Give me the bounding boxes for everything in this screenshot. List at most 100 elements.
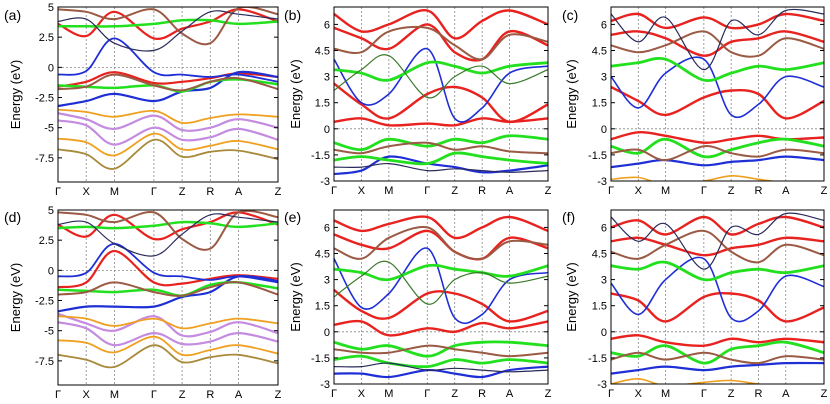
y-tick-label: 4.5 [592,249,607,261]
k-point-label: Γ [331,185,337,197]
panel-a: 5 2.5 0 -2.5 -5 -7.5 Γ X M Γ Z R A Z Energy (eV) (a) [4,2,282,198]
k-point-label: X [635,388,643,400]
y-tick-label: 2.5 [39,235,54,247]
k-point-label: R [754,185,762,197]
k-point-label: Z [451,185,458,197]
k-point-label: Z [728,185,735,197]
k-point-label: Z [545,388,552,400]
y-tick-label: 6 [601,222,607,234]
band-line-red [58,249,278,289]
k-point-label: Γ [55,186,61,198]
band-line-blue [611,256,824,323]
band-line-violet [58,112,278,132]
y-tick-label: 1.5 [592,98,607,110]
band-line-olive [58,138,278,170]
k-point-label: Z [728,388,735,400]
y-tick-label: 0 [601,124,607,136]
plot-frame [610,6,825,182]
band-group [334,215,548,379]
band-line-navy [58,10,278,52]
y-tick-label: 4.5 [592,46,607,58]
band-line-navy [611,8,824,71]
band-line-blue [58,274,278,313]
band-line-violet [58,321,278,347]
k-point-label: Z [821,388,828,400]
y-tick-label: 4.5 [315,249,330,261]
band-line-green [334,354,548,369]
band-line-red [611,30,824,57]
band-line-violet [58,119,278,146]
k-point-label: Γ [424,388,430,400]
band-line-green [334,151,548,166]
k-point-label: Γ [151,389,157,401]
band-line-olive [58,344,278,369]
k-point-label: X [358,388,366,400]
y-axis-label: Energy (eV) [288,262,303,331]
band-group [334,9,548,176]
k-point-label: A [235,389,243,401]
band-group [58,7,278,170]
band-line-violet [58,312,278,338]
k-point-label: Z [545,185,552,197]
panel-label: (c) [562,7,578,23]
band-line-navy [334,162,548,173]
y-tick-label: 3 [601,275,607,287]
band-line-red [334,82,548,124]
k-point-label: M [661,185,670,197]
k-point-label: A [782,388,790,400]
k-point-label: Z [179,186,186,198]
k-point-label: M [384,388,393,400]
band-line-red [58,211,278,241]
y-tick-label: -3 [597,379,607,391]
band-line-orange [58,335,278,357]
y-tick-label: 0 [601,327,607,339]
k-point-label: M [384,185,393,197]
k-point-label: R [478,185,486,197]
panel-label: (f) [562,209,575,225]
band-line-blue [334,155,548,176]
y-tick-label: -3 [320,176,330,188]
k-point-label: Γ [701,185,707,197]
band-line-brown [334,344,548,358]
band-line-red [334,117,548,127]
y-axis-label: Energy (eV) [564,59,579,128]
k-point-label: R [206,389,214,401]
y-tick-label: 6 [324,19,330,31]
k-point-label: Γ [608,388,614,400]
y-tick-label: 3 [324,275,330,287]
y-tick-label: -5 [44,123,54,135]
band-line-olive [334,260,548,305]
k-point-label: Γ [701,388,707,400]
plot-frame [333,6,549,182]
y-tick-label: 1.5 [592,301,607,313]
y-tick-label: 0 [48,62,54,74]
k-point-label: X [83,389,91,401]
band-line-brown [58,73,278,92]
band-line-blue [58,70,278,108]
band-line-brown [58,210,278,251]
y-tick-label: 3 [601,72,607,84]
y-tick-label: 1.5 [315,98,330,110]
band-line-red [334,23,548,62]
band-line-brown [611,30,824,58]
y-axis-label: Energy (eV) [564,262,579,331]
k-point-label: A [506,388,514,400]
k-point-label: Γ [151,186,157,198]
y-tick-label: 5 [48,205,54,217]
panel-label: (d) [4,209,21,225]
band-line-red [611,291,824,323]
band-line-brown [58,7,278,46]
k-point-label: X [83,186,91,198]
band-line-green [334,340,548,358]
y-tick-label: 6 [601,19,607,31]
band-line-blue [334,365,548,379]
band-line-brown [334,225,548,261]
y-tick-label: -2.5 [35,296,54,308]
band-line-green [334,134,548,152]
band-line-red [611,236,824,257]
band-line-brown [58,281,278,297]
